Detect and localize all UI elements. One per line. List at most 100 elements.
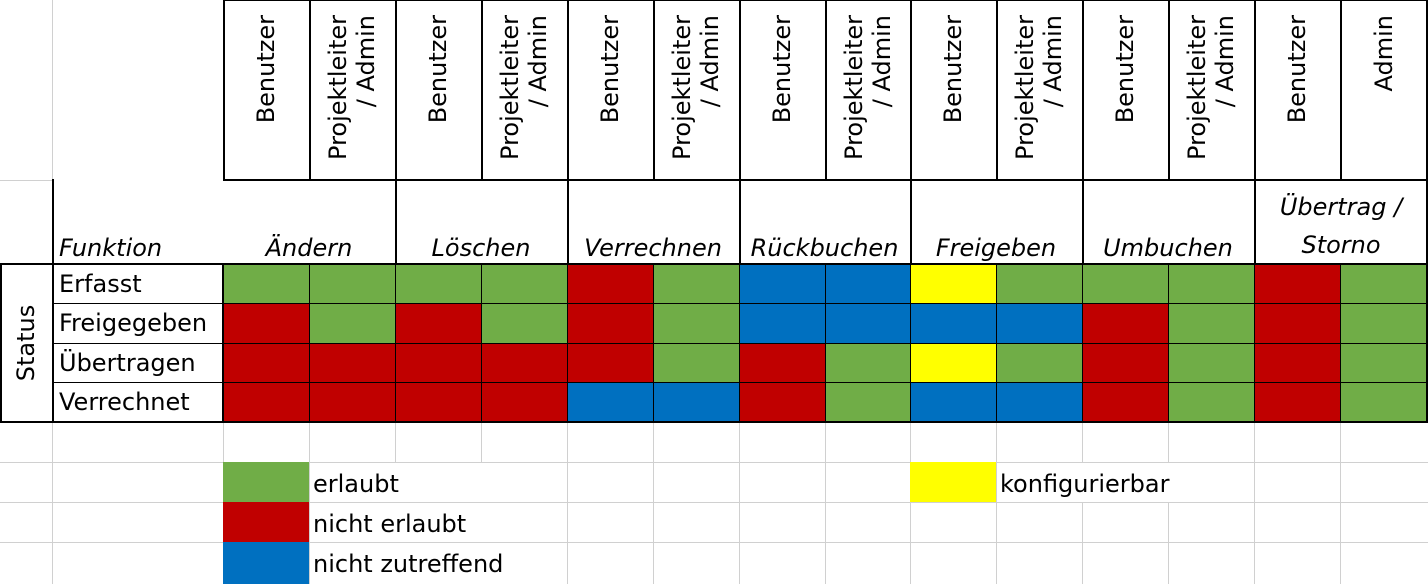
- matrix-cell: [1082, 303, 1168, 343]
- matrix-cell: [309, 264, 395, 303]
- legend-label-configurable: konfigurierbar: [1000, 470, 1170, 498]
- border: [567, 264, 568, 422]
- matrix-cell: [567, 343, 653, 382]
- legend-swatch-allowed: [223, 462, 309, 502]
- border: [395, 264, 396, 422]
- function-label: Umbuchen: [1103, 234, 1233, 262]
- status-header-cell: [0, 264, 52, 422]
- matrix-cell: [996, 343, 1082, 382]
- role-header: Projektleiter / Admin: [839, 15, 896, 160]
- border: [309, 0, 311, 180]
- border: [910, 0, 912, 180]
- matrix-cell: [996, 264, 1082, 303]
- matrix-cell: [481, 264, 567, 303]
- border: [0, 421, 1428, 423]
- function-label: Verrechnen: [584, 234, 722, 262]
- matrix-cell: [1082, 382, 1168, 422]
- role-header: Benutzer: [939, 15, 967, 124]
- status-label: Übertragen: [59, 349, 196, 377]
- function-label: Ändern: [265, 234, 353, 262]
- matrix-cell: [996, 382, 1082, 422]
- border: [52, 343, 1428, 344]
- matrix-cell: [1254, 264, 1340, 303]
- matrix-cell: [481, 343, 567, 382]
- border: [52, 303, 1428, 304]
- border: [567, 0, 569, 180]
- border: [1082, 264, 1083, 422]
- border: [0, 263, 1428, 265]
- border: [52, 382, 1428, 383]
- matrix-cell: [1168, 382, 1254, 422]
- matrix-cell: [395, 264, 481, 303]
- gridline-horizontal: [0, 502, 1428, 503]
- matrix-cell: [1254, 343, 1340, 382]
- matrix-cell: [481, 382, 567, 422]
- matrix-cell: [825, 303, 910, 343]
- matrix-cell: [223, 303, 309, 343]
- border: [653, 0, 655, 180]
- legend-swatch-not-applicable: [223, 542, 309, 584]
- matrix-cell: [1168, 264, 1254, 303]
- matrix-cell: [309, 382, 395, 422]
- border: [1254, 264, 1255, 422]
- matrix-cell: [996, 303, 1082, 343]
- role-header: Admin: [1370, 15, 1398, 92]
- border: [0, 264, 2, 422]
- matrix-cell: [395, 343, 481, 382]
- matrix-cell: [1340, 343, 1428, 382]
- legend-label-bg: [997, 463, 1249, 502]
- matrix-cell: [739, 343, 825, 382]
- border: [1340, 264, 1341, 422]
- matrix-cell: [223, 343, 309, 382]
- matrix-cell: [309, 303, 395, 343]
- matrix-cell: [309, 343, 395, 382]
- border: [1082, 0, 1084, 180]
- role-header: Projektleiter / Admin: [324, 15, 380, 160]
- border: [825, 0, 827, 180]
- matrix-cell: [825, 343, 910, 382]
- border: [996, 0, 998, 180]
- matrix-cell: [825, 382, 910, 422]
- border: [1426, 0, 1428, 180]
- status-label: Erfasst: [59, 270, 142, 298]
- status-header: Status: [12, 304, 40, 382]
- matrix-cell: [395, 303, 481, 343]
- border: [1426, 264, 1428, 422]
- matrix-cell: [739, 382, 825, 422]
- function-label: Übertrag / Storno: [1279, 193, 1403, 259]
- border: [395, 0, 397, 180]
- border: [1340, 0, 1342, 180]
- legend-label-allowed: erlaubt: [313, 470, 399, 498]
- border: [223, 179, 1428, 181]
- border: [825, 264, 826, 422]
- matrix-cell: [739, 264, 825, 303]
- legend-label-bg: [310, 463, 560, 502]
- role-header: Projektleiter / Admin: [1183, 15, 1239, 160]
- legend-label-bg: [310, 543, 560, 584]
- matrix-cell: [567, 382, 653, 422]
- function-label: Freigeben: [935, 234, 1057, 262]
- matrix-cell: [395, 382, 481, 422]
- border: [1254, 0, 1256, 180]
- border: [910, 180, 912, 264]
- matrix-cell: [910, 303, 996, 343]
- legend-label-not-allowed: nicht erlaubt: [313, 510, 467, 538]
- matrix-cell: [653, 303, 739, 343]
- border: [653, 264, 654, 422]
- border: [739, 0, 741, 180]
- matrix-cell: [1254, 303, 1340, 343]
- matrix-cell: [223, 382, 309, 422]
- matrix-cell: [910, 264, 996, 303]
- matrix-cell: [653, 382, 739, 422]
- matrix-cell: [1082, 343, 1168, 382]
- border: [1254, 180, 1256, 264]
- border: [309, 264, 310, 422]
- role-header: Benutzer: [596, 15, 624, 124]
- matrix-cell: [567, 264, 653, 303]
- matrix-cell: [825, 264, 910, 303]
- border: [223, 0, 225, 180]
- function-label: Rückbuchen: [750, 234, 899, 262]
- matrix-cell: [1340, 303, 1428, 343]
- border: [1426, 180, 1428, 264]
